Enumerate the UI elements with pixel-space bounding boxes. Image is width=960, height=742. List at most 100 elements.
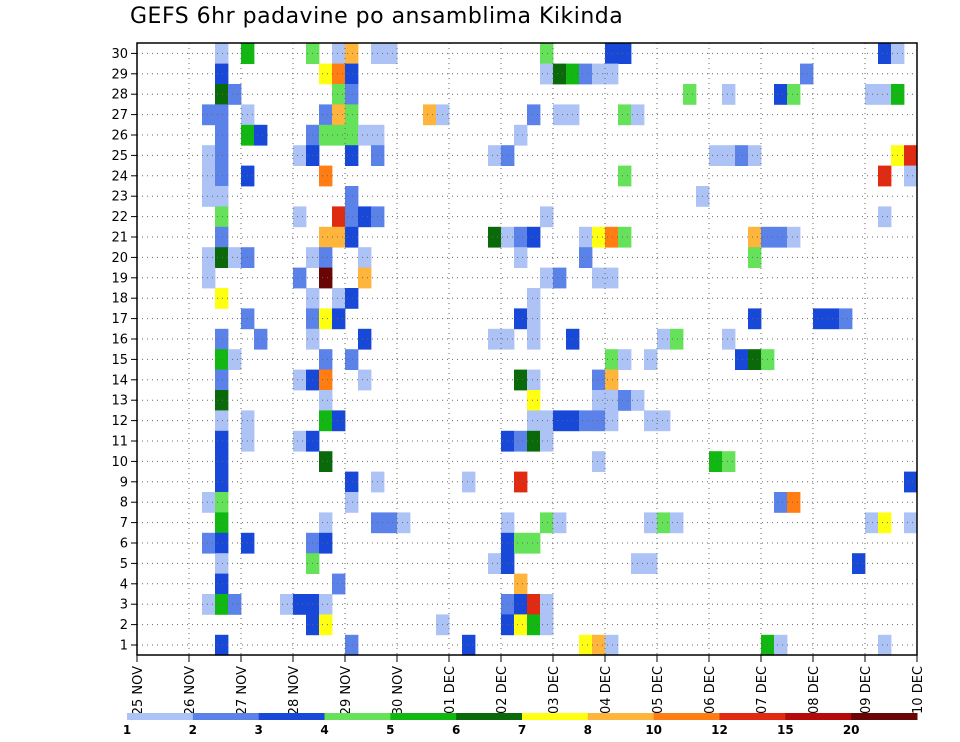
heatmap-cell [553,267,567,289]
heatmap-cell [527,328,541,350]
colorbar-swatch [456,713,523,720]
heatmap-cell [202,104,216,126]
colorbar-label: 7 [518,723,526,737]
heatmap-cell [488,328,502,350]
heatmap-cell [319,267,333,289]
heatmap-cell [215,226,229,248]
heatmap-cell [813,308,827,330]
heatmap-cell [397,512,411,534]
colorbar-label: 15 [777,723,794,737]
heatmap-cell [319,226,333,248]
heatmap-cell [683,84,697,105]
heatmap-cell [215,573,229,595]
y-tick-label: 15 [111,353,128,368]
y-axis: 1234567891011121314151617181920212223242… [111,47,137,654]
heatmap-cell [748,145,762,166]
heatmap-cell [345,63,359,85]
heatmap-cell [592,63,606,85]
heatmap-cell [215,471,229,493]
heatmap-cell [345,226,359,248]
y-tick-label: 3 [120,598,128,613]
heatmap-cell [293,430,307,452]
x-axis: 25 NOV 26 NOV 27 NOV 28 NOV 29 NOV 30 NOV 01 D… [131,655,926,715]
x-tick-label: 30 NOV [391,666,406,715]
heatmap-cell [215,165,229,187]
colorbar-label: 4 [320,723,328,737]
colorbar-swatch [324,713,391,720]
heatmap-cell [332,410,346,432]
heatmap-cell [514,594,528,615]
heatmap-cell [618,390,632,411]
colorbar-label: 8 [584,723,592,737]
heatmap-cell [215,594,229,615]
x-tick-label: 27 NOV [235,666,250,715]
colorbar-swatch [653,713,720,720]
heatmap-cell [670,512,684,534]
heatmap-cell [878,512,892,534]
heatmap-cell [319,349,333,370]
heatmap-cell [345,492,359,513]
y-tick-label: 11 [111,435,128,450]
heatmap-cell [202,186,216,207]
heatmap-cell [904,165,918,187]
heatmap-cell [579,226,593,248]
heatmap-cell [215,43,229,64]
heatmap-cell [878,165,892,187]
heatmap-cell [748,226,762,248]
heatmap-cell [293,594,307,615]
heatmap-cell [540,206,554,228]
heatmap-cell [514,573,528,595]
y-tick-label: 21 [111,231,128,246]
y-tick-label: 20 [111,251,128,266]
colorbar-label: 3 [254,723,262,737]
heatmap-cell [540,63,554,85]
heatmap-cell [514,471,528,493]
heatmap-cell [332,43,346,64]
heatmap-cell [514,430,528,452]
heatmap-cell [865,84,879,105]
heatmap-cell [280,594,294,615]
heatmap-cell [215,430,229,452]
x-tick-label: 26 NOV [183,666,198,715]
heatmap-cell [527,308,541,330]
heatmap-cell [904,512,918,534]
y-tick-label: 18 [111,292,128,307]
heatmap-cell [345,288,359,309]
heatmap-cell [215,124,229,146]
heatmap-cell [592,451,606,472]
x-tick-label: 10 DEC [911,666,926,714]
heatmap-cell [839,308,853,330]
x-tick-label: 05 DEC [651,666,666,714]
heatmap-cell [878,206,892,228]
heatmap-cell [605,226,619,248]
heatmap-cell [462,634,476,656]
heatmap-cell [592,226,606,248]
colorbar-label: 2 [189,723,197,737]
heatmap-cell [605,267,619,289]
heatmap-cell [774,492,788,513]
heatmap-cell [709,145,723,166]
heatmap-cell [540,410,554,432]
colorbar-swatch [258,713,325,720]
heatmap-cell [644,512,658,534]
heatmap-cell [215,104,229,126]
y-tick-label: 25 [111,149,128,164]
heatmap-cell [254,124,268,146]
heatmap-cell [774,634,788,656]
heatmap-cell [592,369,606,391]
heatmap-cell [904,145,918,166]
heatmap-cell [540,512,554,534]
heatmap-cell [215,369,229,391]
heatmap-cell [319,614,333,636]
heatmap-cell [592,634,606,656]
heatmap-cell [618,43,632,64]
x-tick-label: 28 NOV [287,666,302,715]
x-tick-label: 01 DEC [443,666,458,714]
y-tick-label: 28 [111,88,128,103]
heatmap-cell [358,206,372,228]
x-tick-label: 02 DEC [495,666,510,714]
y-tick-label: 29 [111,67,128,82]
heatmap-cell [540,614,554,636]
heatmap-cell [345,186,359,207]
heatmap-cell [384,43,398,64]
